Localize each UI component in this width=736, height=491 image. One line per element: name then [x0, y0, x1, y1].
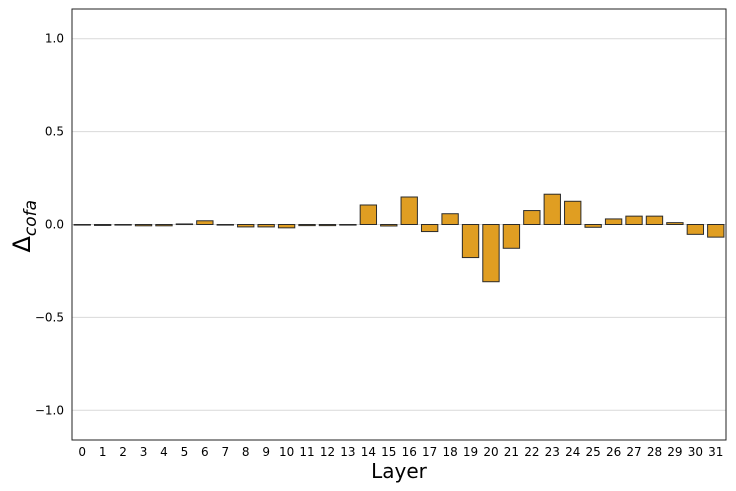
x-tick-label: 2: [119, 445, 127, 459]
x-tick-label: 10: [279, 445, 294, 459]
plot-frame: [71, 8, 727, 441]
bar-layer-13: [339, 224, 357, 226]
bar-layer-3: [134, 224, 153, 227]
bar-layer-9: [257, 224, 275, 228]
x-tick-label: 21: [504, 445, 519, 459]
x-tick-label: 29: [667, 445, 682, 459]
x-axis-title: Layer: [371, 459, 428, 483]
bar-layer-21: [502, 224, 521, 249]
bar-layer-8: [237, 224, 255, 228]
x-tick-label: 13: [340, 445, 355, 459]
bar-layer-18: [441, 213, 459, 226]
bar-layer-26: [604, 218, 623, 226]
x-tick-label: 5: [181, 445, 189, 459]
y-tick-label: −0.5: [35, 310, 64, 324]
bar-layer-31: [707, 224, 725, 238]
bar-layer-30: [686, 224, 705, 235]
y-tick-label: −1.0: [35, 403, 64, 417]
bar-layer-6: [196, 220, 214, 226]
bar-layer-19: [461, 224, 480, 259]
bar-layer-29: [666, 222, 684, 226]
y-tick-label: 0.0: [45, 218, 64, 232]
bar-layer-25: [584, 224, 602, 228]
bar-layer-27: [625, 215, 643, 226]
x-tick-label: 17: [422, 445, 437, 459]
y-tick-label: 0.5: [45, 125, 64, 139]
x-tick-label: 26: [606, 445, 621, 459]
bar-layer-11: [298, 224, 316, 227]
bar-layer-24: [564, 200, 582, 225]
x-tick-label: 3: [140, 445, 148, 459]
x-tick-label: 7: [221, 445, 229, 459]
x-tick-label: 16: [402, 445, 417, 459]
bar-layer-17: [420, 224, 439, 233]
x-tick-label: 19: [463, 445, 478, 459]
x-tick-label: 11: [299, 445, 314, 459]
bar-layer-1: [93, 224, 112, 226]
x-tick-label: 14: [361, 445, 376, 459]
y-tick-labels: −1.0 −0.5 0.0 0.5 1.0: [35, 32, 64, 418]
x-tick-label: 25: [586, 445, 601, 459]
bar-layer-16: [400, 196, 418, 225]
x-tick-label: 18: [442, 445, 457, 459]
y-axis-title: Δcofa: [8, 200, 41, 253]
bar-layer-20: [482, 224, 500, 283]
x-tick-label: 12: [320, 445, 335, 459]
bar-layer-28: [645, 215, 664, 226]
x-tick-label: 22: [524, 445, 539, 459]
x-tick-label: 9: [262, 445, 270, 459]
x-tick-label: 6: [201, 445, 209, 459]
x-tick-labels: 0 1 2 3 4 5 6 7 8 9 10 11 12 13 14 15 16 17 18 19 20 21 22 23 24…: [78, 445, 723, 459]
bar-layer-5: [175, 223, 194, 226]
bar-layer-23: [543, 193, 561, 226]
y-axis-title-main: Δ: [8, 236, 36, 253]
x-tick-label: 4: [160, 445, 168, 459]
x-tick-label: 15: [381, 445, 396, 459]
x-tick-label: 23: [545, 445, 560, 459]
x-tick-label: 0: [78, 445, 86, 459]
bar-layer-2: [114, 224, 132, 226]
y-axis-title-sub: cofa: [21, 200, 41, 236]
bar-layer-14: [359, 204, 378, 225]
bar-layer-4: [155, 224, 173, 227]
x-tick-label: 8: [242, 445, 250, 459]
bar-layer-0: [73, 224, 91, 226]
x-tick-label: 1: [99, 445, 107, 459]
x-tick-label: 27: [626, 445, 641, 459]
y-tick-label: 1.0: [45, 32, 64, 46]
x-tick-label: 28: [647, 445, 662, 459]
x-tick-label: 31: [708, 445, 723, 459]
bars: [73, 193, 725, 283]
bar-layer-10: [277, 224, 296, 229]
bar-layer-12: [318, 224, 337, 227]
x-tick-label: 20: [483, 445, 498, 459]
x-tick-label: 30: [688, 445, 703, 459]
bar-layer-7: [216, 224, 234, 226]
bar-layer-22: [523, 210, 541, 225]
x-tick-label: 24: [565, 445, 580, 459]
bar-layer-15: [380, 224, 398, 227]
